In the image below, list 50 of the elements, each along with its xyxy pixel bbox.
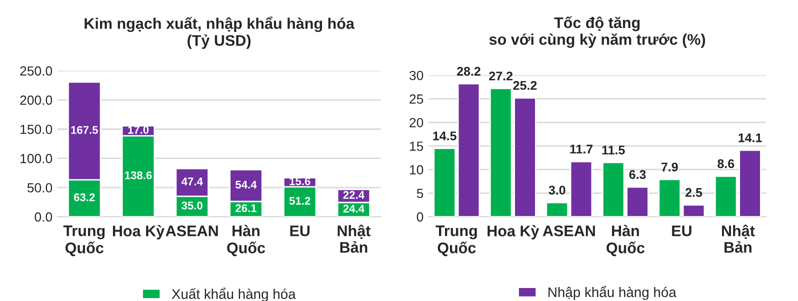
x-tick-label: Hoa Kỳ <box>488 225 540 240</box>
y-tick-label: 25 <box>410 94 424 104</box>
data-label: 3.0 <box>548 186 566 195</box>
data-label: 63.2 <box>74 193 95 202</box>
x-tick-label: Trung Quốc <box>436 226 477 256</box>
data-label: 54.4 <box>236 180 257 189</box>
data-label: 167.5 <box>71 126 98 134</box>
y-tick-label: 100.0 <box>20 154 52 164</box>
x-tick-label: ASEAN <box>542 225 595 236</box>
y-tick-label: 50.0 <box>27 183 52 192</box>
data-label: 26.1 <box>236 204 256 212</box>
chart-title: Kim ngạch xuất, nhập khẩu hàng hóa (Tỷ USD) <box>84 16 355 49</box>
data-label: 14.5 <box>433 132 456 140</box>
data-label: 8.6 <box>718 159 734 168</box>
y-tick-label: 10 <box>410 165 424 174</box>
data-label: 22.4 <box>343 191 364 199</box>
x-tick-label: Trung Quốc <box>63 226 105 256</box>
data-label: 7.9 <box>661 162 678 172</box>
x-tick-label: EU <box>672 226 692 236</box>
y-tick-label: 0.0 <box>34 212 52 222</box>
x-tick-label: EU <box>290 226 310 236</box>
legend-label: Nhập khẩu hàng hóa <box>548 286 676 300</box>
y-tick-label: 150.0 <box>20 124 52 134</box>
x-tick-label: ASEAN <box>166 225 218 236</box>
x-tick-label: Nhật Bản <box>722 224 755 253</box>
data-label: 51.2 <box>289 196 310 205</box>
y-tick-label: 200.0 <box>20 96 52 105</box>
x-tick-label: Hoa Kỳ <box>112 225 164 240</box>
y-tick-label: 5 <box>416 188 424 198</box>
data-label: 14.1 <box>738 133 762 142</box>
data-label: 28.2 <box>457 66 480 76</box>
chart-title: Tốc độ tăng so với cùng kỳ năm trước (%) <box>489 16 706 48</box>
data-label: 138.6 <box>125 171 152 180</box>
y-tick-label: 250.0 <box>20 66 52 76</box>
y-tick-label: 20 <box>410 118 424 128</box>
data-label: 6.3 <box>629 170 646 180</box>
data-label: 35.0 <box>182 202 202 210</box>
data-label: 2.5 <box>686 188 702 197</box>
x-tick-label: Hàn Quốc <box>227 224 266 256</box>
y-tick-label: 0 <box>416 212 424 222</box>
data-label: 47.4 <box>181 178 203 186</box>
y-tick-label: 15 <box>410 142 424 151</box>
data-label: 27.2 <box>489 72 512 80</box>
data-label: 24.4 <box>343 204 364 212</box>
y-tick-label: 30 <box>409 70 424 80</box>
data-label: 25.2 <box>513 81 537 90</box>
data-label: 11.7 <box>570 144 593 154</box>
data-label: 11.5 <box>602 146 625 154</box>
x-tick-label: Nhật Bản <box>338 224 371 253</box>
x-tick-label: Hàn Quốc <box>606 224 645 256</box>
